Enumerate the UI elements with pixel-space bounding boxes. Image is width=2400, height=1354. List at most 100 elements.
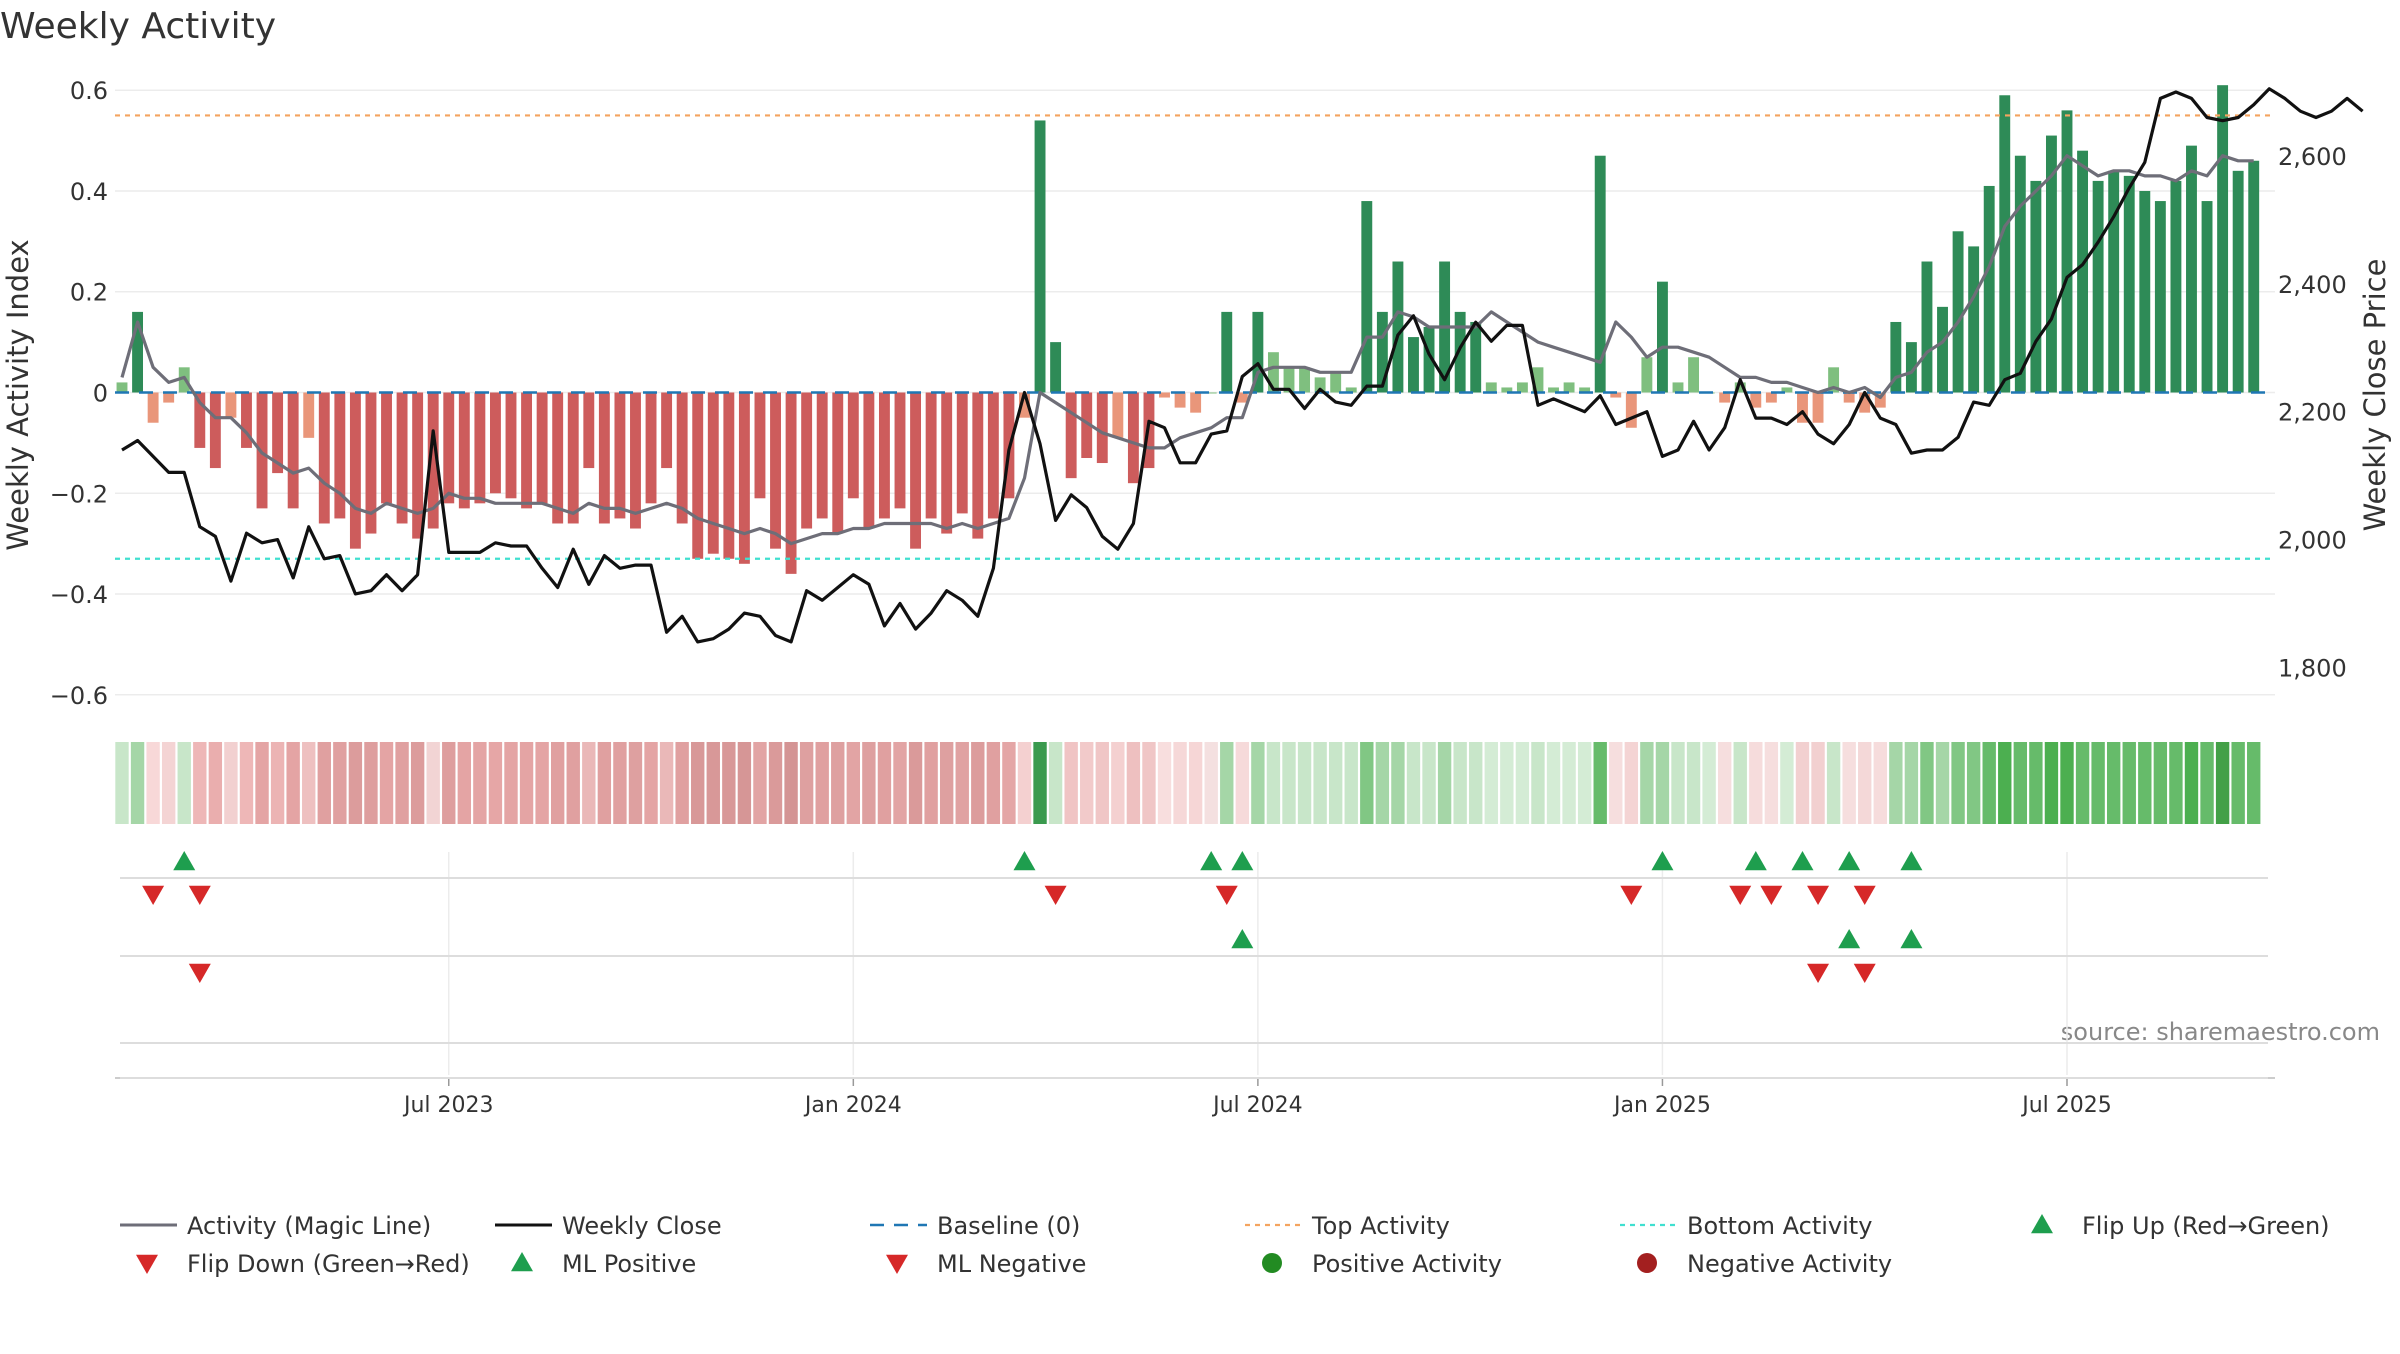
activity-bar: [707, 392, 719, 554]
activity-bar: [925, 392, 937, 519]
activity-bar: [1905, 342, 1917, 393]
legend-label: Flip Down (Green→Red): [187, 1250, 470, 1278]
heat-cell: [130, 742, 145, 824]
legend-item-baseline: Baseline (0): [870, 1212, 1080, 1240]
legend-label: ML Negative: [937, 1250, 1086, 1278]
heat-cell: [831, 742, 845, 824]
activity-bar: [972, 392, 984, 539]
heat-cell: [582, 742, 596, 824]
activity-bar: [1765, 392, 1777, 403]
right-tick-label: 2,000: [2278, 527, 2347, 555]
activity-bar: [1485, 382, 1497, 393]
activity-bar: [1594, 155, 1606, 393]
activity-bar: [1859, 392, 1871, 413]
heat-cell: [597, 742, 612, 824]
activity-bar: [132, 311, 144, 393]
heat-cell: [986, 742, 1001, 824]
ml-negative-marker: [188, 963, 211, 983]
activity-bar: [1423, 327, 1435, 393]
heat-cell: [846, 742, 861, 824]
activity-bar: [474, 392, 486, 504]
activity-bar: [754, 392, 766, 499]
heat-cell: [317, 742, 331, 824]
activity-bar: [1610, 392, 1622, 398]
legend-swatch: [1637, 1253, 1657, 1273]
flip-down-marker: [142, 885, 165, 905]
activity-bar: [1563, 382, 1575, 393]
right-tick-label: 2,200: [2278, 399, 2347, 427]
flip-down-marker: [1853, 885, 1876, 905]
heat-cell: [644, 742, 658, 824]
legend-swatch: [511, 1252, 533, 1272]
heat-cell: [971, 742, 985, 824]
activity-bar: [894, 392, 906, 509]
left-tick-label: −0.4: [50, 581, 108, 609]
heat-cell: [1640, 742, 1654, 824]
flip-up-marker: [1838, 851, 1861, 871]
heat-cell: [1111, 742, 1125, 824]
legend-label: Top Activity: [1311, 1212, 1450, 1240]
heat-cell: [1562, 742, 1576, 824]
heat-cell: [270, 742, 285, 824]
activity-bar: [1734, 382, 1746, 393]
activity-bar: [847, 392, 859, 499]
legend-item-flipdown: Flip Down (Green→Red): [136, 1250, 470, 1278]
heat-cell: [955, 742, 969, 824]
activity-bar: [1205, 392, 1217, 394]
heat-cell: [1048, 742, 1063, 824]
x-tick-label: Jan 2024: [803, 1093, 902, 1118]
activity-bar: [987, 392, 999, 519]
activity-bar: [1470, 321, 1482, 393]
heat-cell: [2029, 742, 2043, 824]
activity-bar: [692, 392, 704, 559]
activity-bar: [2092, 180, 2104, 393]
grid-layer: [115, 89, 2275, 1075]
activity-bar: [1112, 392, 1124, 438]
legend-label: ML Positive: [562, 1250, 696, 1278]
activity-bar: [2170, 180, 2182, 393]
legend-item-mlneg: ML Negative: [886, 1250, 1086, 1278]
heat-cell: [1220, 742, 1234, 824]
heat-cell: [1795, 742, 1810, 824]
heat-cell: [535, 742, 549, 824]
heat-cell: [1142, 742, 1156, 824]
legend-swatch: [2031, 1214, 2053, 1234]
heat-cell: [1469, 742, 1483, 824]
right-tick-label: 1,800: [2278, 654, 2347, 682]
heat-cell: [286, 742, 300, 824]
heat-cell: [2231, 742, 2245, 824]
heat-cell: [457, 742, 472, 824]
heat-cell: [1920, 742, 1934, 824]
activity-bar: [2217, 85, 2229, 393]
right-tick-label: 2,600: [2278, 143, 2347, 171]
series-lines: [120, 87, 2364, 644]
heat-cell: [924, 742, 938, 824]
heat-cell: [1453, 742, 1467, 824]
heat-cell: [706, 742, 720, 824]
activity-bar: [225, 392, 237, 418]
right-tick-label: 2,400: [2278, 271, 2347, 299]
heat-cell: [1609, 742, 1623, 824]
activity-bar: [1376, 311, 1388, 393]
legend-swatch: [136, 1254, 158, 1274]
activity-bar: [1516, 382, 1528, 393]
legend-item-negact: Negative Activity: [1637, 1250, 1892, 1278]
heat-cell: [239, 742, 254, 824]
activity-heat-strip: [115, 742, 2261, 824]
activity-bar: [1656, 281, 1668, 393]
heat-cell: [1717, 742, 1732, 824]
activity-bar: [1454, 311, 1466, 393]
heat-cell: [379, 742, 394, 824]
heat-cell: [1671, 742, 1685, 824]
heat-cell: [1126, 742, 1141, 824]
activity-bar: [1174, 392, 1186, 408]
activity-bar: [676, 392, 688, 524]
flip-up-marker: [1231, 851, 1254, 871]
activity-bar: [1019, 392, 1030, 418]
flip-down-marker: [188, 885, 211, 905]
flip-down-marker: [1044, 885, 1067, 905]
activity-bar: [1750, 392, 1762, 408]
heat-cell: [753, 742, 767, 824]
activity-bar: [1532, 367, 1544, 393]
activity-bar: [1050, 342, 1062, 393]
